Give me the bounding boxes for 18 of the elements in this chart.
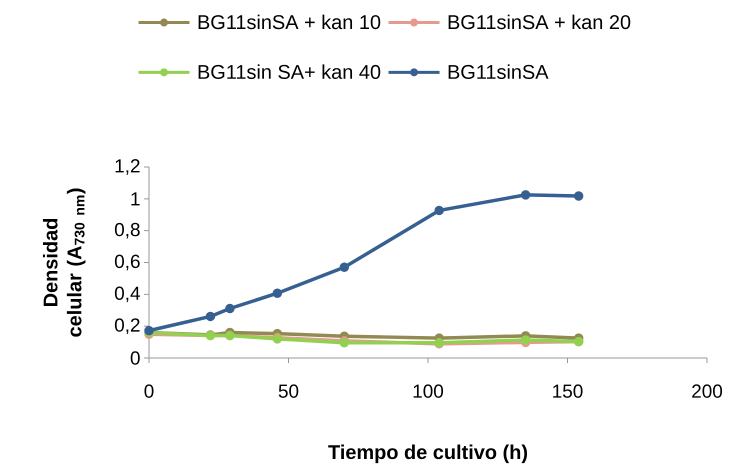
- x-tick-label: 150: [553, 384, 583, 398]
- y-tick-label: 0: [130, 351, 140, 365]
- legend-label: BG11sin SA+ kan 40: [198, 64, 380, 79]
- legend-label: BG11sinSA: [448, 64, 548, 79]
- x-tick-label: 100: [414, 384, 444, 398]
- x-tick-label: 50: [278, 384, 298, 398]
- y-tick-label: 1,2: [116, 159, 140, 175]
- legend-label: BG11sinSA + kan 20: [448, 14, 630, 30]
- legend-label: BG11sinSA + kan 10: [198, 14, 380, 30]
- y-tick-label: 0,8: [114, 222, 140, 238]
- y-tick-label: 1: [131, 192, 140, 206]
- y-axis-title: Densidad celular (A$_{730 nm}$): [42, 188, 86, 337]
- x-tick-label: 200: [692, 384, 722, 398]
- y-tick-label: 0,4: [114, 286, 140, 302]
- x-axis-title: Tiempo de cultivo (h): [328, 444, 528, 464]
- x-tick-label: 0: [144, 384, 154, 398]
- y-tick-label: 0,2: [114, 318, 140, 334]
- y-tick-label: 0,6: [114, 254, 140, 270]
